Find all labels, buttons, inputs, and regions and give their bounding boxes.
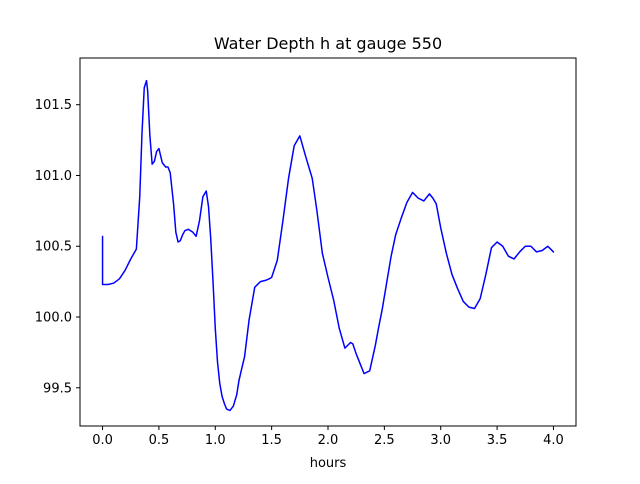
chart-title: Water Depth h at gauge 550 xyxy=(214,34,442,53)
y-tick-label: 101.5 xyxy=(35,98,72,113)
x-tick-label: 4.0 xyxy=(543,433,564,448)
y-tick-label: 100.0 xyxy=(35,311,72,326)
x-tick-label: 2.5 xyxy=(374,433,395,448)
x-tick-label: 1.5 xyxy=(261,433,282,448)
y-tick-label: 100.5 xyxy=(35,240,72,255)
x-tick-label: 1.0 xyxy=(205,433,226,448)
x-tick-label: 3.0 xyxy=(430,433,451,448)
x-tick-label: 0.5 xyxy=(149,433,170,448)
x-axis: 0.0 0.5 1.0 1.5 2.0 2.5 3.0 3.5 4.0 xyxy=(92,426,564,448)
x-tick-label: 2.0 xyxy=(318,433,339,448)
y-tick-label: 99.5 xyxy=(43,381,72,396)
x-axis-label: hours xyxy=(310,456,347,471)
series-line-0 xyxy=(101,79,555,412)
x-tick-label: 0.0 xyxy=(92,433,113,448)
y-tick-label: 101.0 xyxy=(35,169,72,184)
plot-area xyxy=(101,79,555,412)
x-tick-label: 3.5 xyxy=(487,433,508,448)
y-axis: 99.5 100.0 100.5 101.0 101.5 xyxy=(35,98,80,396)
axes-frame xyxy=(79,57,577,427)
